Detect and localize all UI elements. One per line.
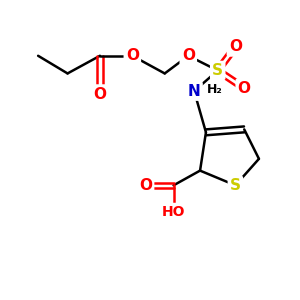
Text: O: O	[93, 87, 106, 102]
Text: HO: HO	[162, 205, 185, 219]
Text: O: O	[139, 178, 152, 193]
Text: O: O	[182, 48, 195, 63]
Text: N: N	[188, 84, 200, 99]
Text: O: O	[126, 48, 139, 63]
Text: O: O	[238, 81, 251, 96]
Text: H₂: H₂	[206, 83, 222, 96]
Text: S: S	[230, 178, 241, 193]
Text: O: O	[229, 39, 242, 54]
Text: S: S	[212, 63, 223, 78]
